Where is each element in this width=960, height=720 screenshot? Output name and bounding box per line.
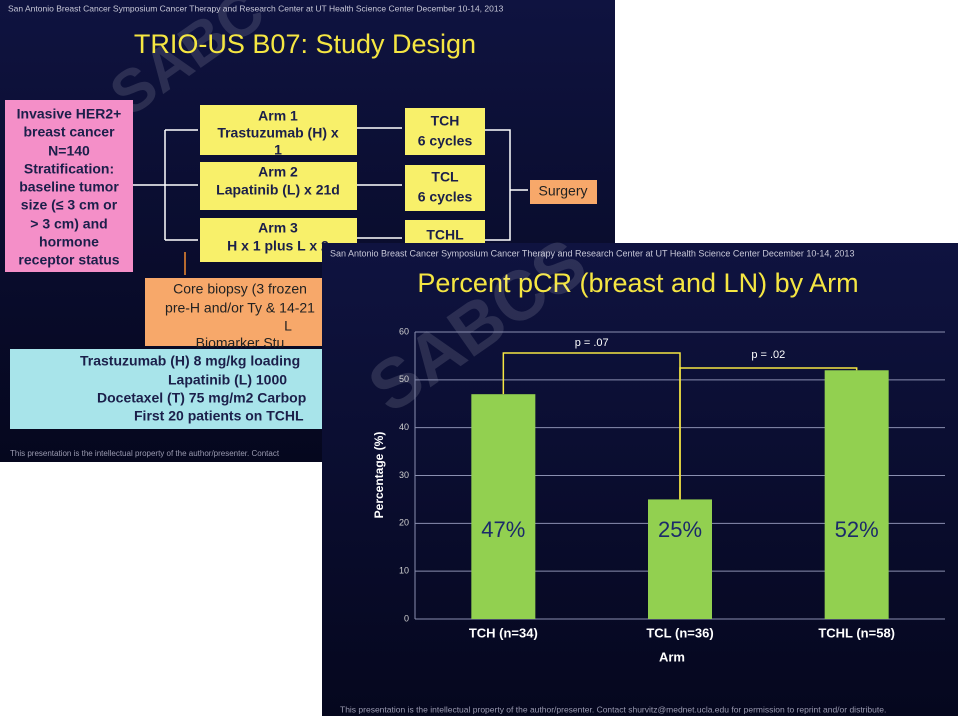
arm-text: 1 bbox=[274, 142, 282, 158]
y-tick-label: 40 bbox=[399, 422, 409, 432]
eligibility-line: baseline tumor bbox=[19, 179, 119, 195]
regimen-text: TCHL bbox=[426, 227, 464, 243]
eligibility-line: receptor status bbox=[18, 252, 119, 268]
regimen-text: TCH bbox=[431, 113, 460, 129]
eligibility-box bbox=[5, 100, 133, 272]
biopsy-text: Biomarker Stu bbox=[196, 335, 285, 351]
slide-header: San Antonio Breast Cancer Symposium Canc… bbox=[330, 248, 854, 258]
regimen-text: 6 cycles bbox=[418, 133, 473, 149]
slide-2: San Antonio Breast Cancer Symposium Canc… bbox=[322, 223, 958, 716]
slide-title: TRIO-US B07: Study Design bbox=[134, 29, 476, 59]
arm-text: Trastuzumab (H) x bbox=[217, 125, 339, 141]
x-tick-label: TCL (n=36) bbox=[646, 625, 713, 640]
regimen-text: TCL bbox=[431, 169, 459, 185]
annotation: p = .07 bbox=[575, 337, 609, 349]
eligibility-line: hormone bbox=[39, 234, 99, 250]
y-tick-label: 0 bbox=[404, 613, 409, 623]
regimen-box bbox=[405, 108, 485, 155]
y-tick-label: 30 bbox=[399, 470, 409, 480]
biopsy-text: Core biopsy (3 frozen bbox=[173, 281, 307, 297]
regimen-box bbox=[405, 165, 485, 211]
value-label: 47% bbox=[481, 517, 525, 542]
x-axis-label: Arm bbox=[659, 649, 685, 664]
arm-text: Lapatinib (L) x 21d bbox=[216, 182, 340, 198]
bar bbox=[471, 394, 536, 619]
value-label: 25% bbox=[658, 517, 702, 542]
chart-title: Percent pCR (breast and LN) by Arm bbox=[417, 268, 858, 298]
biopsy-text: L bbox=[284, 318, 292, 334]
slide-footer: This presentation is the intellectual pr… bbox=[340, 704, 886, 714]
y-tick-label: 50 bbox=[399, 374, 409, 384]
bar bbox=[648, 499, 712, 619]
biopsy-text: pre-H and/or Ty & 14-21 bbox=[165, 300, 315, 316]
surgery-box bbox=[530, 180, 597, 204]
eligibility-line: size (≤ 3 cm or bbox=[21, 197, 118, 213]
arm-text: Arm 3 bbox=[258, 220, 298, 236]
y-tick-label: 10 bbox=[399, 566, 409, 576]
eligibility-line: Invasive HER2+ bbox=[17, 106, 122, 122]
slide-1: SABC San Antonio Breast Cancer Symposium… bbox=[0, 0, 615, 462]
y-axis-label: Percentage (%) bbox=[372, 432, 386, 519]
value-label: 52% bbox=[835, 517, 879, 542]
slide-header: San Antonio Breast Cancer Symposium Canc… bbox=[8, 3, 504, 13]
eligibility-line: Stratification: bbox=[24, 161, 114, 177]
annotation: p = .02 bbox=[751, 349, 785, 361]
eligibility-line: N=140 bbox=[48, 143, 90, 159]
biopsy-box bbox=[145, 278, 330, 346]
dosing-text: First 20 patients on TCHL bbox=[134, 408, 304, 424]
slide-footer: This presentation is the intellectual pr… bbox=[10, 449, 280, 458]
arm-text: Arm 1 bbox=[258, 108, 298, 124]
eligibility-text: Invasive HER2+ breast cancer N=140 Strat… bbox=[17, 106, 122, 268]
dosing-text: Trastuzumab (H) 8 mg/kg loading bbox=[80, 353, 300, 369]
bar bbox=[824, 370, 889, 619]
x-tick-label: TCH (n=34) bbox=[469, 625, 538, 640]
significance-bracket bbox=[679, 367, 858, 500]
eligibility-line: > 3 cm) and bbox=[30, 216, 107, 232]
dosing-text: Docetaxel (T) 75 mg/m2 Carbop bbox=[97, 390, 306, 406]
arm-box bbox=[200, 162, 357, 210]
regimen-text: 6 cycles bbox=[418, 189, 473, 205]
y-tick-label: 60 bbox=[399, 326, 409, 336]
arm-text: Arm 2 bbox=[258, 164, 298, 180]
y-tick-label: 20 bbox=[399, 518, 409, 528]
dosing-box bbox=[10, 349, 330, 429]
eligibility-line: breast cancer bbox=[23, 124, 115, 140]
arm-text: H x 1 plus L x 2 bbox=[227, 238, 329, 254]
surgery-text: Surgery bbox=[538, 183, 587, 199]
arm-box bbox=[200, 105, 357, 155]
flow-arrows bbox=[133, 127, 528, 241]
x-tick-label: TCHL (n=58) bbox=[818, 625, 895, 640]
dosing-text: Lapatinib (L) 1000 bbox=[168, 372, 287, 388]
